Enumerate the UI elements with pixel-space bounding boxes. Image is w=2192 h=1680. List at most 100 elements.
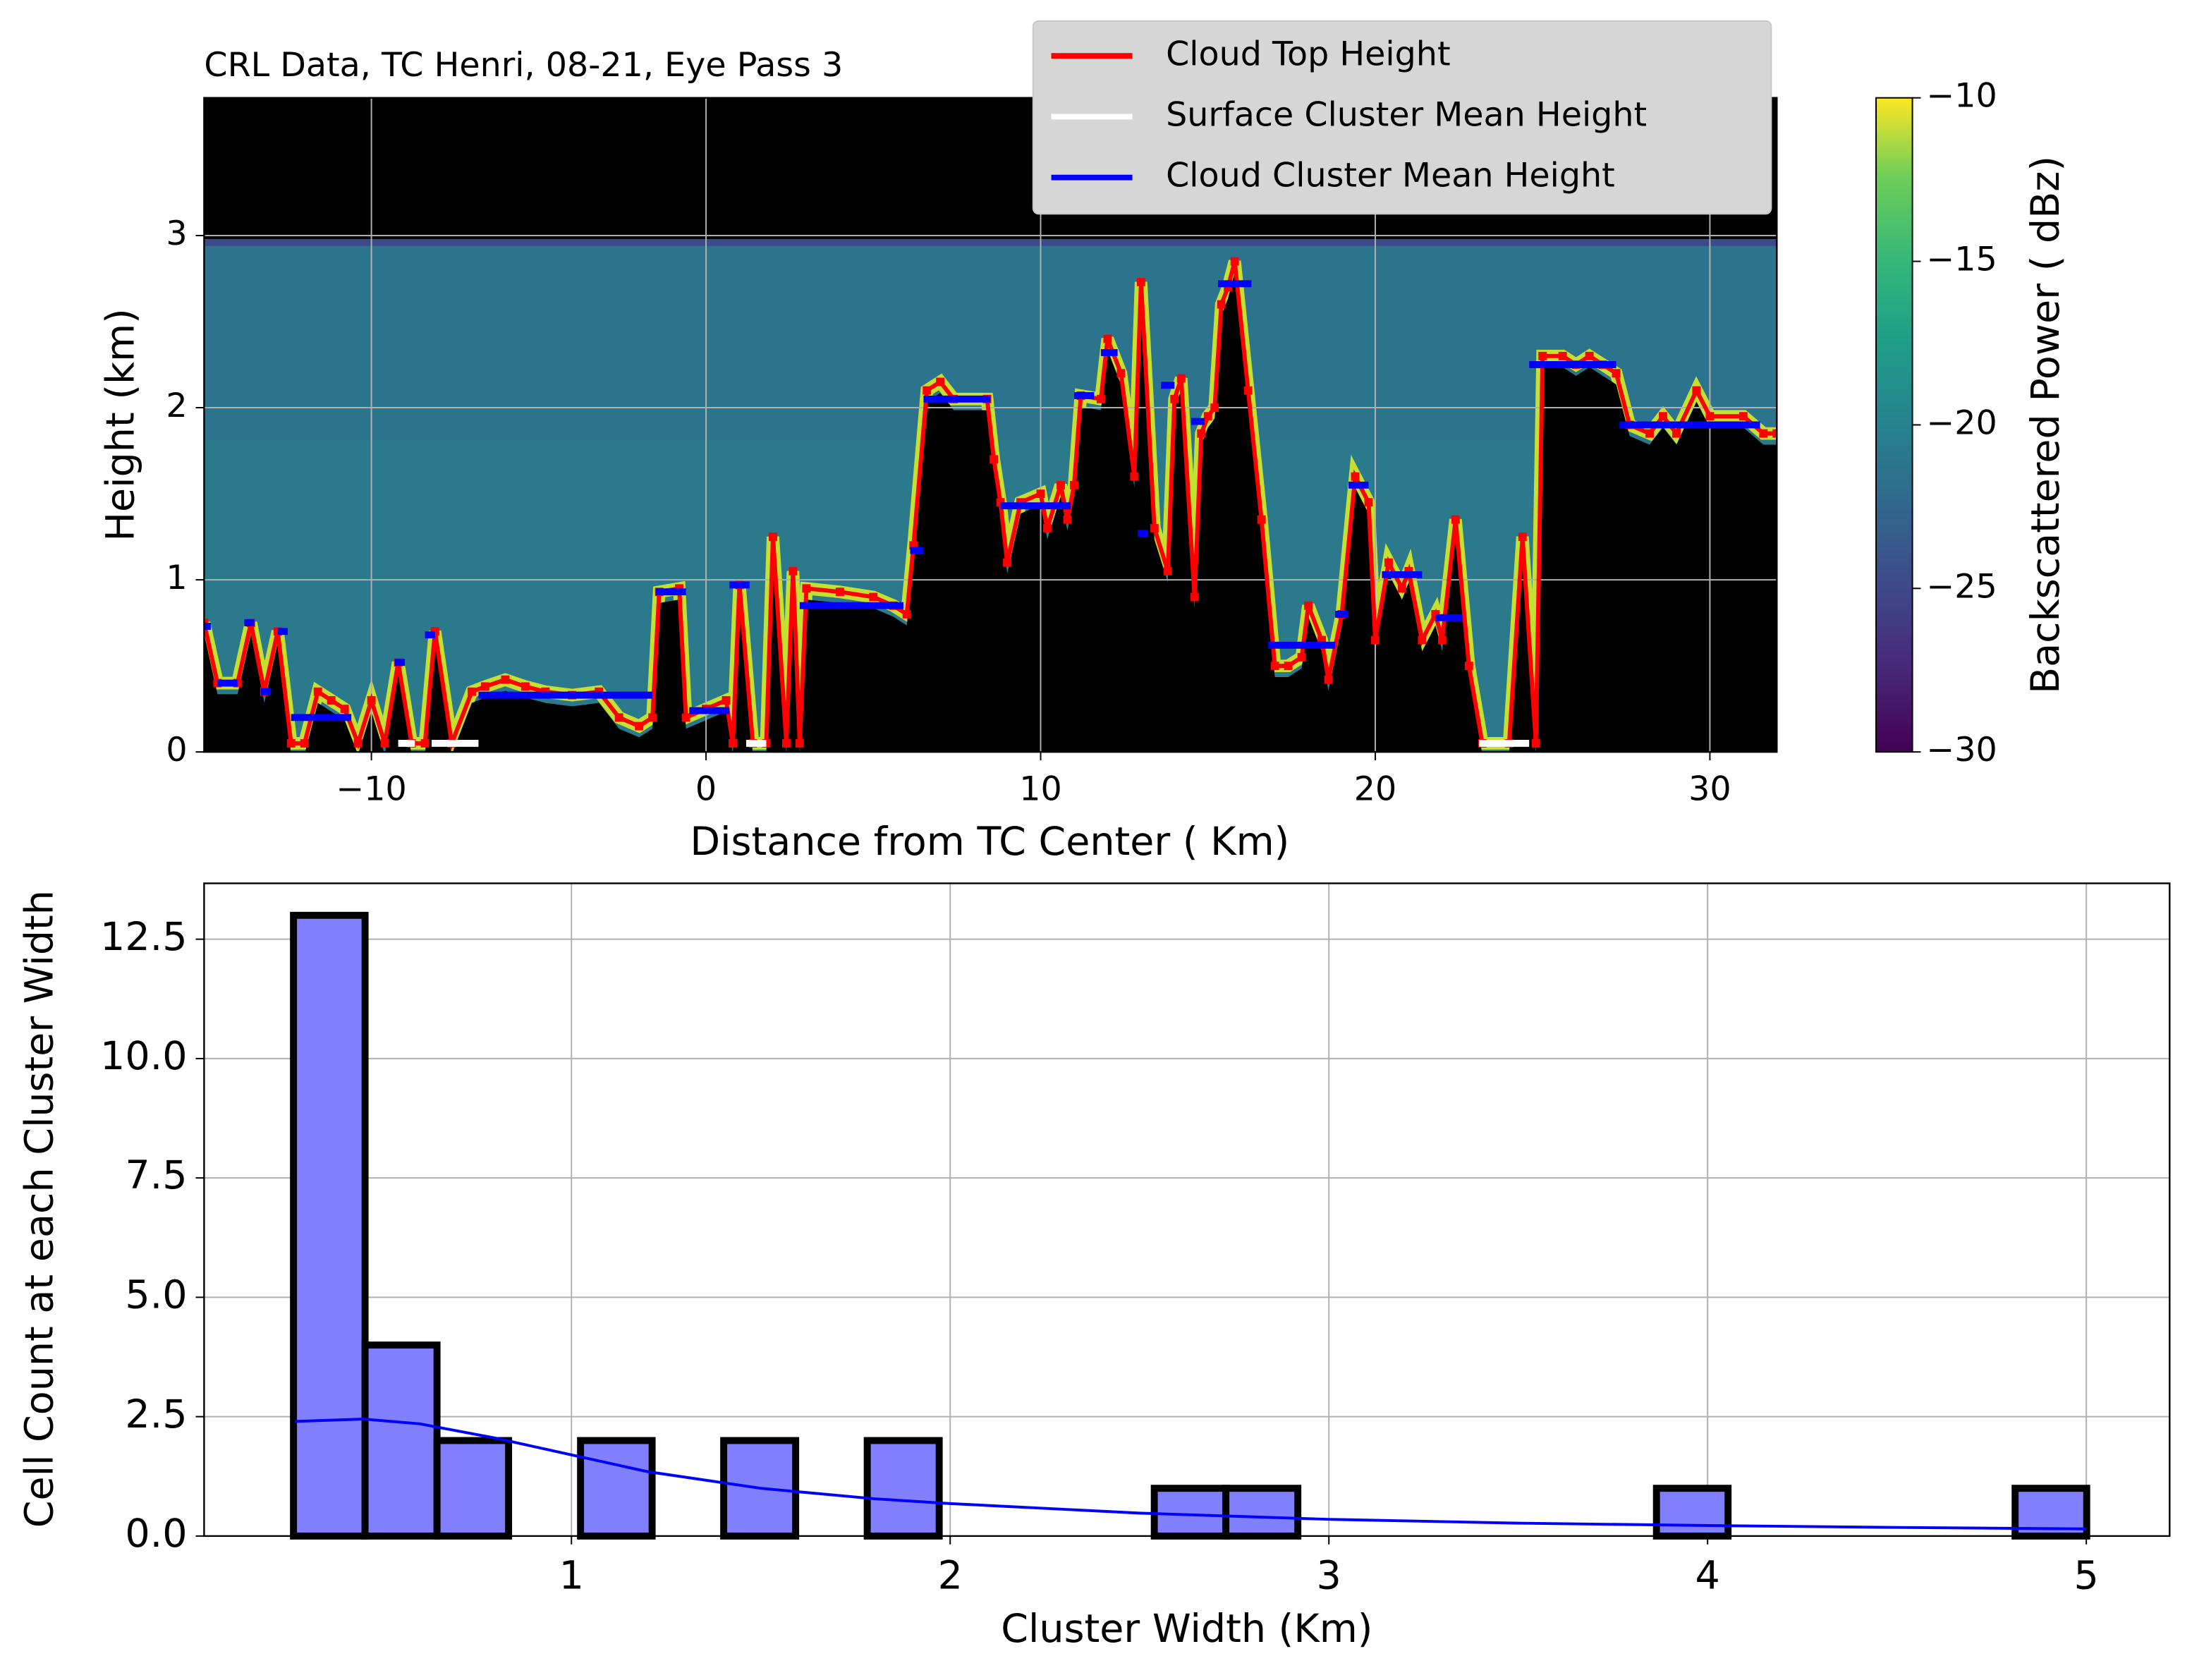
cloud-top-marker (1116, 369, 1126, 378)
cloud-top-marker (635, 722, 644, 731)
histogram-bar (863, 1437, 943, 1540)
cloud-top-marker (1692, 386, 1701, 395)
colorbar-tick-label: −10 (1926, 77, 1997, 116)
x-tick-label: 4 (1695, 1552, 1720, 1598)
cloud-top-marker (1130, 472, 1139, 481)
cloud-top-marker (353, 739, 363, 748)
cloud-top-marker (1645, 429, 1654, 438)
cloud-top-marker (1531, 739, 1540, 748)
cloud-top-marker (795, 739, 804, 748)
cloud-top-marker (1217, 300, 1226, 309)
cloud-top-marker (1585, 351, 1594, 360)
cloud-top-marker (1772, 429, 1777, 438)
cloud-top-marker (1351, 472, 1360, 481)
cloud-top-marker (300, 739, 309, 748)
cloud-top-marker (1304, 601, 1313, 610)
cloud-top-marker (1190, 592, 1199, 602)
y-tick-label: 0 (166, 731, 187, 769)
cloud-top-marker (781, 739, 791, 748)
cloud-top-marker (1197, 429, 1206, 438)
x-tick-label: 10 (1019, 770, 1062, 809)
y-tick-label: 3 (166, 214, 187, 253)
legend-label: Cloud Top Height (1166, 35, 1450, 73)
legend-box (1032, 20, 1772, 215)
x-tick-label: 20 (1354, 770, 1397, 809)
cloud-top-marker (923, 386, 932, 395)
x-tick-label: 0 (695, 770, 717, 809)
cloud-top-marker (1397, 584, 1406, 593)
histogram-bar (1652, 1485, 1732, 1540)
cloud-top-marker (1418, 635, 1427, 645)
x-tick-label: 3 (1317, 1552, 1341, 1598)
legend-label: Surface Cluster Mean Height (1166, 95, 1647, 134)
histogram-bar (1222, 1485, 1302, 1540)
cloud-top-marker (213, 678, 222, 688)
cloud-top-marker (380, 739, 389, 748)
attenuated-region (204, 272, 1777, 753)
y-tick-label: 0.0 (125, 1511, 187, 1557)
cloud-top-marker (769, 532, 777, 542)
y-axis-label: Cell Count at each Cluster Width (17, 890, 63, 1528)
cloud-top-marker (721, 695, 731, 705)
histogram-bar (361, 1341, 441, 1540)
cloud-top-marker (1210, 403, 1219, 412)
cloud-top-marker (1371, 635, 1380, 645)
cloud-top-marker (1612, 369, 1621, 378)
histogram-bar (433, 1437, 513, 1540)
y-axis-label: Height (km) (98, 308, 144, 541)
x-tick-label: −10 (336, 770, 406, 809)
cloud-top-marker (327, 695, 336, 705)
y-tick-label: 12.5 (100, 914, 188, 960)
colorbar-label: Backscattered Power ( dBz) (2023, 156, 2069, 694)
cloud-top-marker (1518, 532, 1527, 542)
cloud-top-marker (648, 713, 657, 722)
colorbar-tick-label: −30 (1926, 731, 1997, 769)
cloud-top-marker (1538, 351, 1547, 360)
cloud-top-marker (990, 455, 999, 464)
cloud-top-marker (1257, 515, 1266, 524)
cloud-top-marker (1672, 429, 1681, 438)
cloud-top-marker (340, 705, 349, 714)
cloud-top-marker (1364, 498, 1373, 507)
cloud-top-marker (480, 682, 489, 691)
cloud-top-marker (1096, 394, 1105, 403)
x-tick-label: 5 (2074, 1552, 2098, 1598)
cloud-top-marker (1451, 515, 1460, 524)
histogram-bar (577, 1437, 656, 1540)
cloud-top-marker (802, 584, 811, 593)
x-tick-label: 2 (938, 1552, 963, 1598)
cloud-top-marker (1057, 480, 1065, 489)
y-tick-label: 5.0 (125, 1272, 187, 1318)
cloud-top-marker (1297, 652, 1306, 662)
cloud-top-marker (1230, 257, 1239, 266)
kde-line (295, 1418, 2087, 1530)
cloud-top-marker (1136, 277, 1145, 286)
cloud-top-marker (614, 713, 623, 722)
x-axis-label: Cluster Width (Km) (1001, 1606, 1372, 1652)
histogram-bar (1150, 1485, 1230, 1540)
cloud-top-marker (788, 566, 798, 576)
aircraft-band (204, 238, 1777, 246)
y-tick-label: 2.5 (125, 1392, 187, 1437)
cloud-top-marker (1284, 662, 1293, 671)
cloud-top-marker (1759, 429, 1768, 438)
cloud-top-marker (1464, 662, 1473, 671)
chart-title: CRL Data, TC Henri, 08-21, Eye Pass 3 (204, 46, 843, 85)
cloud-top-marker (1437, 635, 1447, 645)
cloud-top-marker (367, 695, 376, 705)
cloud-top-marker (1659, 412, 1667, 421)
cloud-top-marker (1170, 394, 1179, 403)
cloud-top-marker (1176, 374, 1186, 383)
cloud-top-marker (1103, 334, 1112, 343)
cloud-top-marker (909, 541, 918, 550)
cloud-top-marker (1070, 480, 1078, 489)
cloud-top-marker (1043, 523, 1052, 532)
y-tick-label: 10.0 (100, 1033, 188, 1079)
axes-frame (203, 882, 2171, 1538)
cloud-top-marker (1384, 558, 1393, 567)
y-tick-label: 7.5 (125, 1152, 187, 1198)
cloud-top-marker (286, 739, 296, 748)
cloud-top-marker (1317, 635, 1326, 645)
cloud-top-marker (1558, 351, 1567, 360)
